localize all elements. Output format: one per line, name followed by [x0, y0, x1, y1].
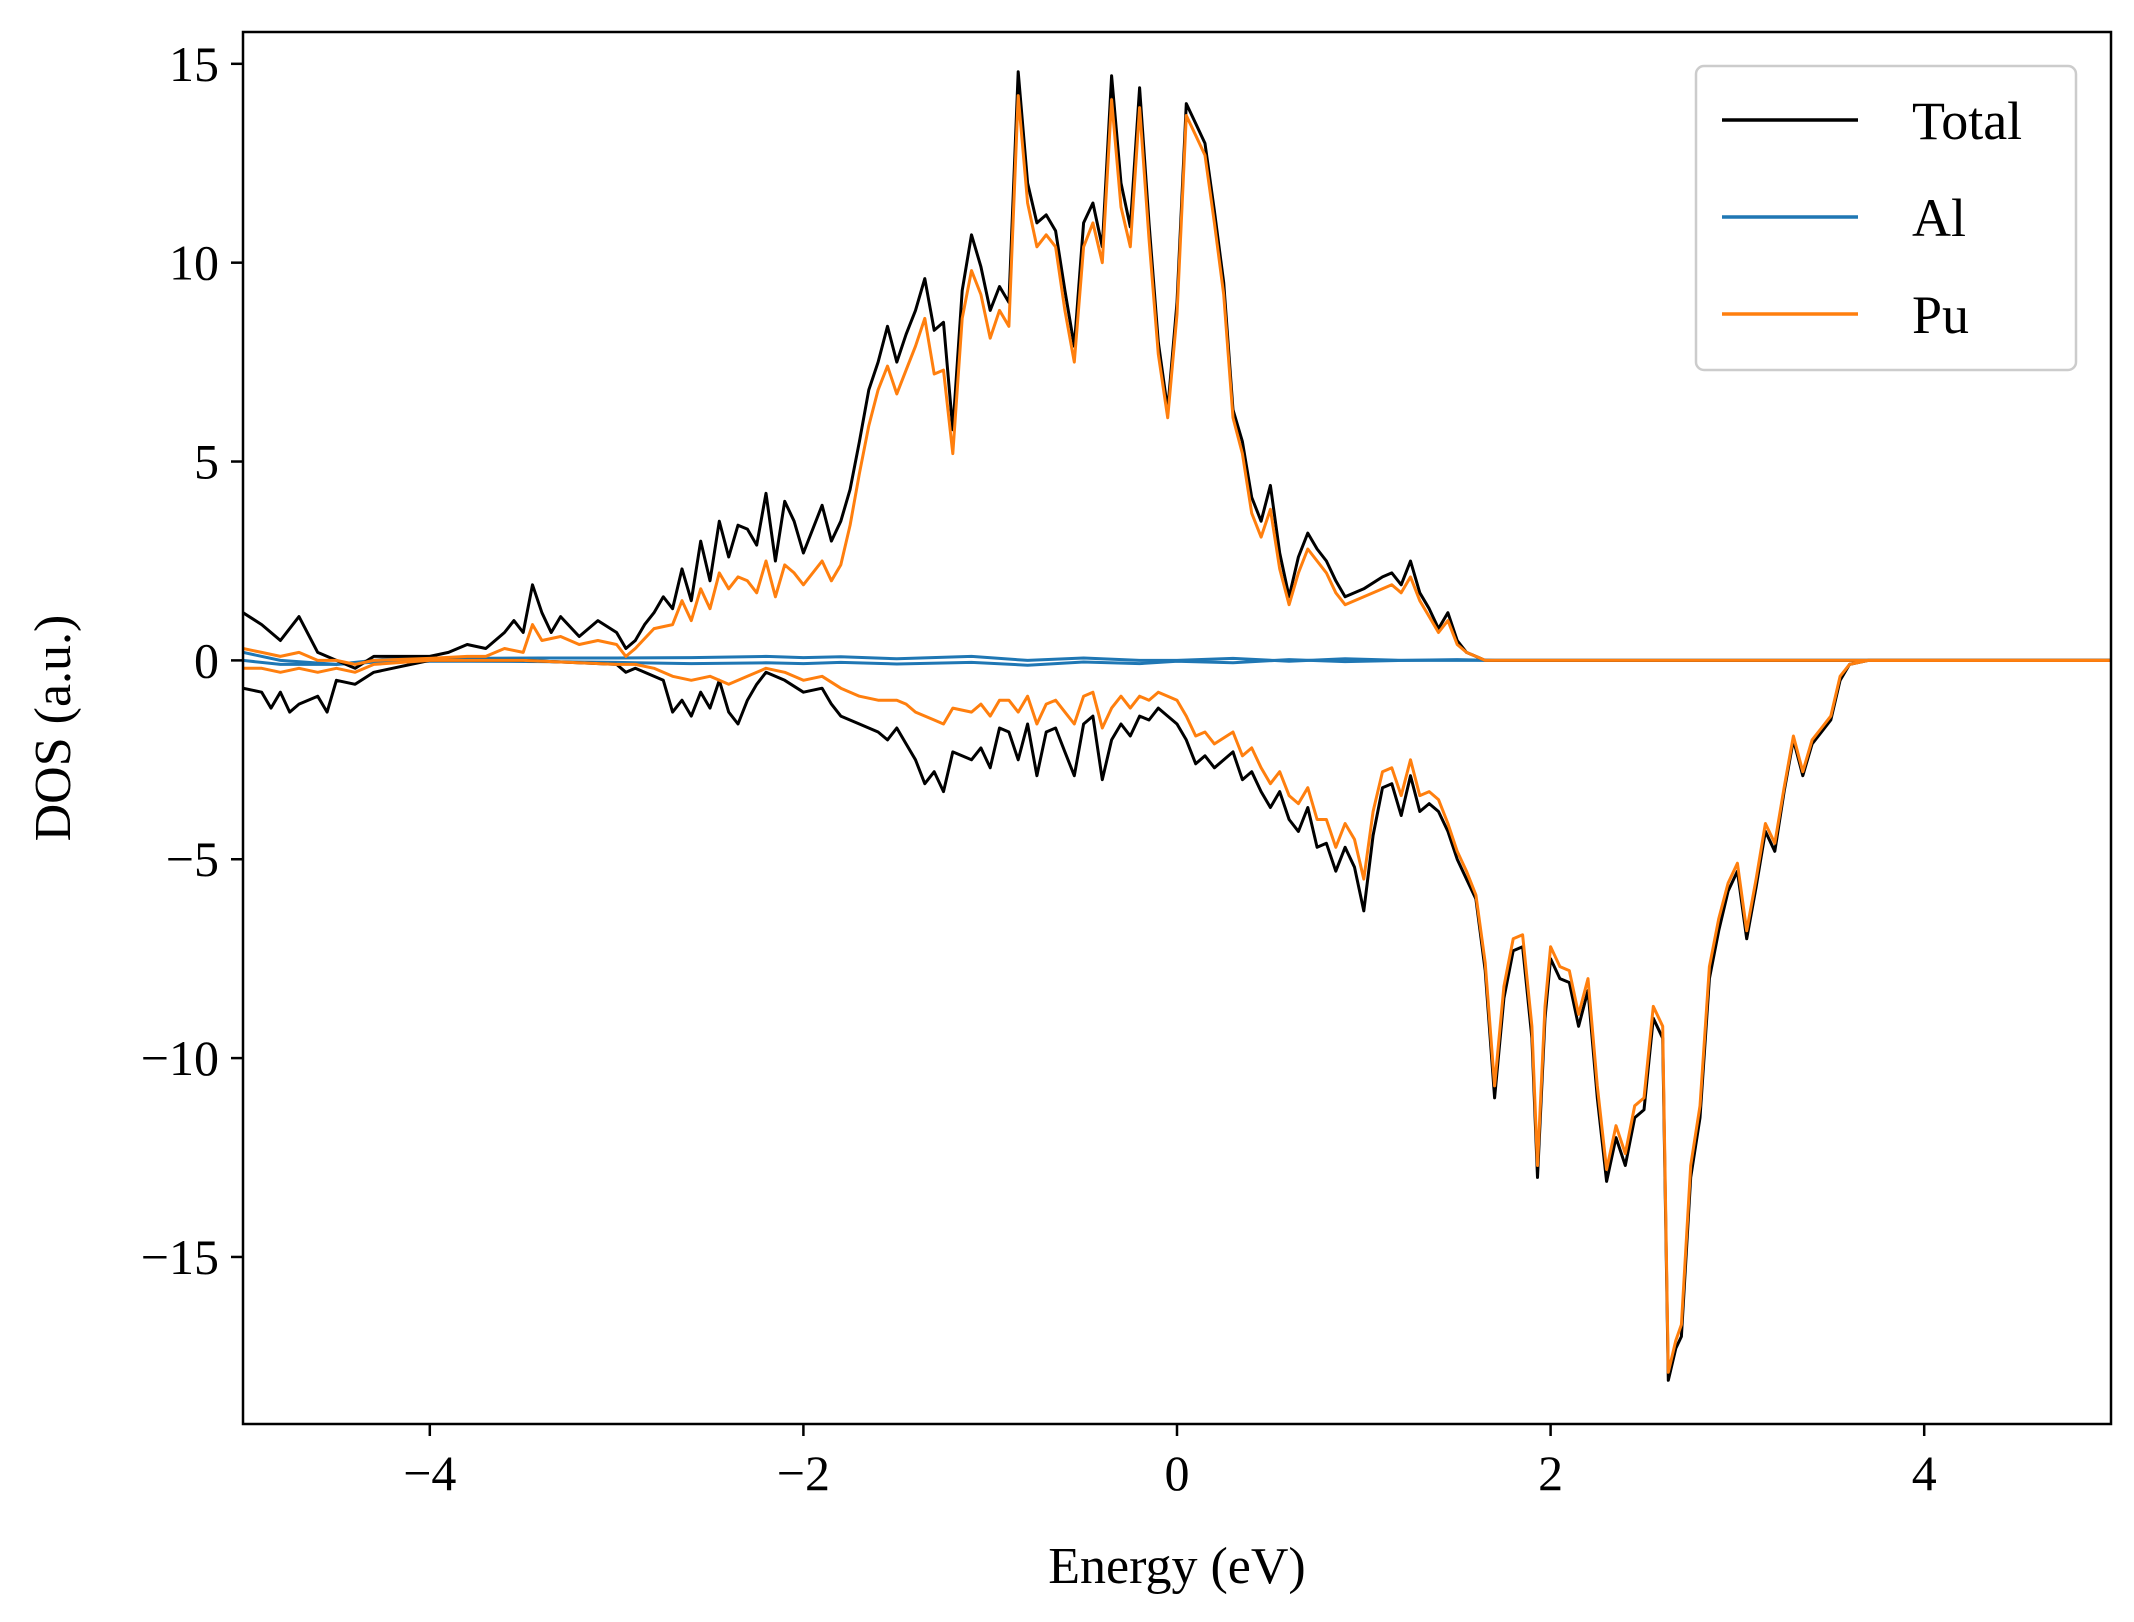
x-axis-label: Energy (eV)	[1048, 1538, 1306, 1595]
series-line-pu-spin-down	[243, 658, 2111, 1374]
y-tick-label: −5	[166, 831, 219, 887]
legend-label-al: Al	[1912, 188, 1966, 248]
y-tick-label: 0	[194, 632, 219, 688]
y-tick-label: 15	[169, 36, 219, 92]
y-tick-label: −10	[141, 1030, 219, 1086]
x-tick-label: −2	[777, 1445, 830, 1501]
y-axis-label: DOS (a.u.)	[25, 615, 82, 842]
x-tick-label: 4	[1912, 1445, 1937, 1501]
x-tick-label: 0	[1165, 1445, 1190, 1501]
series-layer	[243, 70, 2111, 1382]
axes-layer: −4 −2 0 2 4 15 10 5 0 −5 −10 −15 Energy (eV) DOS (a.u…	[25, 30, 2113, 1595]
legend-label-pu: Pu	[1912, 285, 1969, 345]
series-line-pu-spin-up	[243, 94, 2111, 666]
legend: Total Al Pu	[1694, 64, 2078, 372]
y-tick-label: 10	[169, 235, 219, 291]
x-tick-label: −4	[403, 1445, 456, 1501]
legend-box	[1694, 64, 2078, 372]
legend-label-total: Total	[1912, 91, 2022, 151]
series-line-total-spin-up	[243, 70, 2111, 670]
x-tick-label: 2	[1538, 1445, 1563, 1501]
y-tick-label: −15	[141, 1229, 219, 1285]
y-tick-label: 5	[194, 434, 219, 490]
